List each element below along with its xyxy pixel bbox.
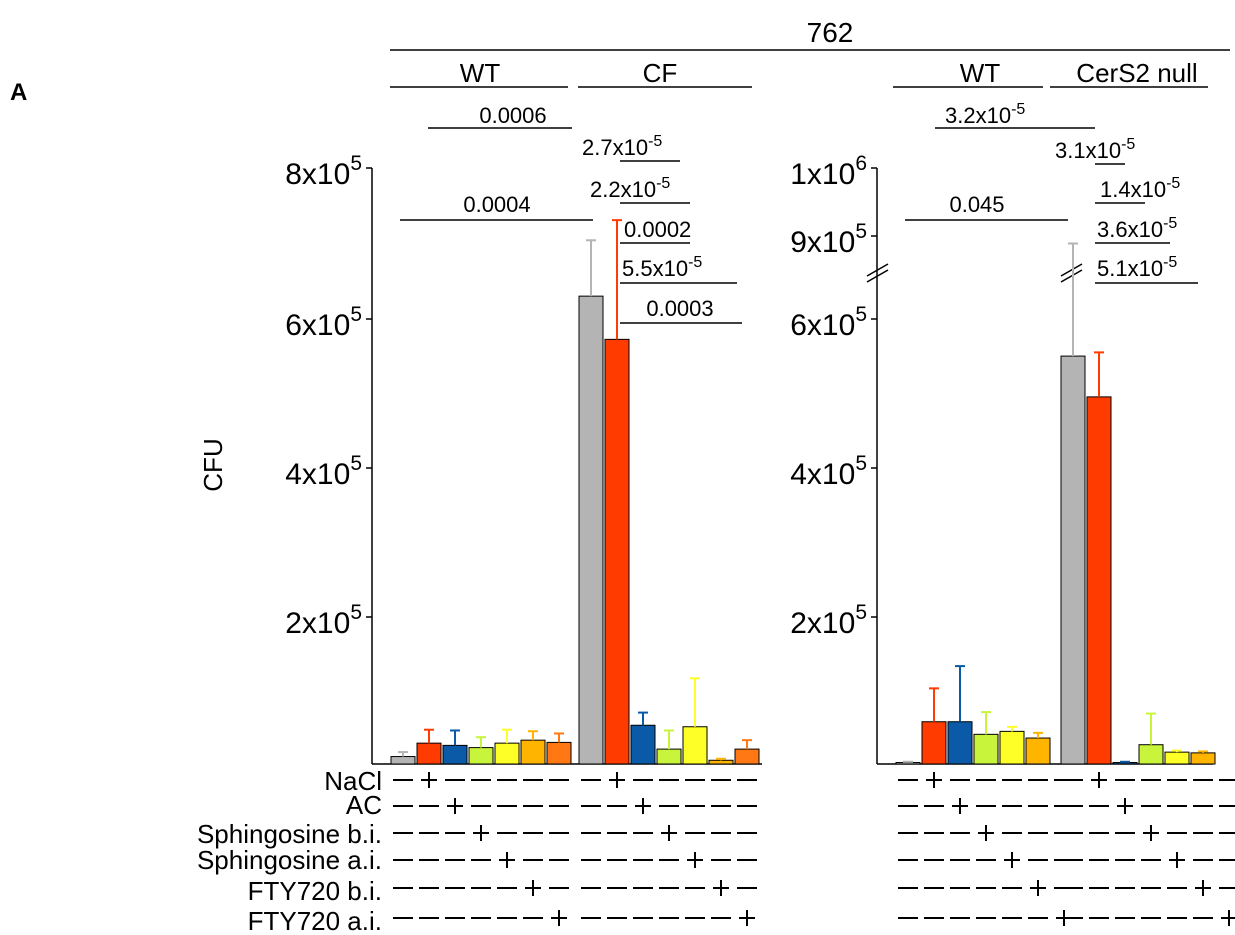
group-header-wt-right: WT — [960, 58, 1001, 88]
break-mark — [1060, 269, 1083, 283]
bar-wt — [442, 744, 468, 765]
right-y-ticks — [871, 167, 877, 618]
tick-label-4x10-5-right: 4x105 — [790, 452, 867, 491]
break-mark — [866, 263, 889, 277]
treatment-label-fty-ai: FTY720 a.i. — [248, 906, 382, 935]
tick-label-4x10-5: 4x105 — [285, 452, 362, 491]
bar-cf — [656, 748, 682, 765]
tick-label-6x10-5: 6x105 — [285, 303, 362, 342]
tick-label-1x10-6: 1x106 — [790, 152, 867, 191]
bar-wt — [947, 721, 973, 765]
bar-wt — [416, 742, 442, 765]
bar-cers2-null — [1086, 396, 1112, 765]
sig-label: 0.045 — [949, 192, 1004, 217]
bar-wt — [1025, 737, 1051, 765]
bar-wt — [468, 747, 494, 765]
bar-cf — [734, 748, 760, 765]
group-header-cf: CF — [643, 58, 678, 88]
bar-cers2-null — [1138, 744, 1164, 765]
bar-cers2-null — [1060, 355, 1086, 765]
bar-wt — [999, 730, 1025, 765]
group-header-wt-left: WT — [460, 58, 501, 88]
bar-wt — [390, 756, 416, 765]
bar-cf — [578, 295, 604, 765]
axis-break-right — [866, 263, 1083, 283]
break-mark — [866, 269, 889, 283]
treatment-label-sph-ai: Sphingosine a.i. — [197, 845, 382, 875]
tick-label-9x10-5: 9x105 — [790, 220, 867, 259]
bar-wt — [494, 742, 520, 765]
tick-label-2x10-5: 2x105 — [285, 601, 362, 640]
strain-title: 762 — [807, 17, 854, 48]
treatment-sign-matrix — [393, 772, 1235, 926]
bar-wt — [973, 733, 999, 765]
bar-cers2-null — [1190, 752, 1216, 765]
bar-wt — [520, 739, 546, 765]
bar-wt — [921, 721, 947, 765]
sig-label-22e-5: 2.2x10-5 — [590, 175, 670, 202]
sig-label: 0.0003 — [646, 296, 713, 321]
sig-label: 0.0002 — [624, 217, 691, 242]
treatment-label-nacl: NaCl — [324, 766, 382, 796]
bar-wt — [546, 741, 572, 765]
bar-cf — [604, 338, 630, 765]
sig-label: 0.0004 — [463, 192, 530, 217]
group-header-cers2: CerS2 null — [1076, 58, 1197, 88]
treatment-labels: NaCl AC Sphingosine b.i. Sphingosine a.i… — [197, 766, 382, 935]
tick-label-6x10-5-right: 6x105 — [790, 303, 867, 342]
sig-label-51e-5: 5.1x10-5 — [1097, 254, 1177, 281]
sig-label: 0.0006 — [479, 103, 546, 128]
sig-label-32e-5: 3.2x10-5 — [945, 101, 1025, 128]
tick-label-8x10-5: 8x105 — [285, 152, 362, 191]
bar-cers2-null — [1164, 751, 1190, 765]
sig-label-36e-5: 3.6x10-5 — [1097, 215, 1177, 242]
sig-label-27e-5: 2.7x10-5 — [582, 133, 662, 160]
panel-label: A — [10, 79, 27, 106]
sig-label-14e-5: 1.4x10-5 — [1100, 175, 1180, 202]
treatment-label-ac: AC — [346, 790, 382, 820]
bars-layer — [390, 219, 1216, 765]
sig-label-55e-5: 5.5x10-5 — [622, 254, 702, 281]
tick-label-2x10-5-right: 2x105 — [790, 601, 867, 640]
treatment-label-sph-bi: Sphingosine b.i. — [197, 819, 382, 849]
sig-label-31e-5: 3.1x10-5 — [1055, 136, 1135, 163]
break-mark — [1060, 263, 1083, 277]
treatment-label-fty-bi: FTY720 b.i. — [248, 876, 382, 906]
y-axis-label: CFU — [198, 438, 228, 491]
bar-cf — [708, 759, 734, 765]
left-y-ticks — [366, 167, 372, 618]
bar-cf — [682, 726, 708, 765]
bar-cf — [630, 724, 656, 765]
